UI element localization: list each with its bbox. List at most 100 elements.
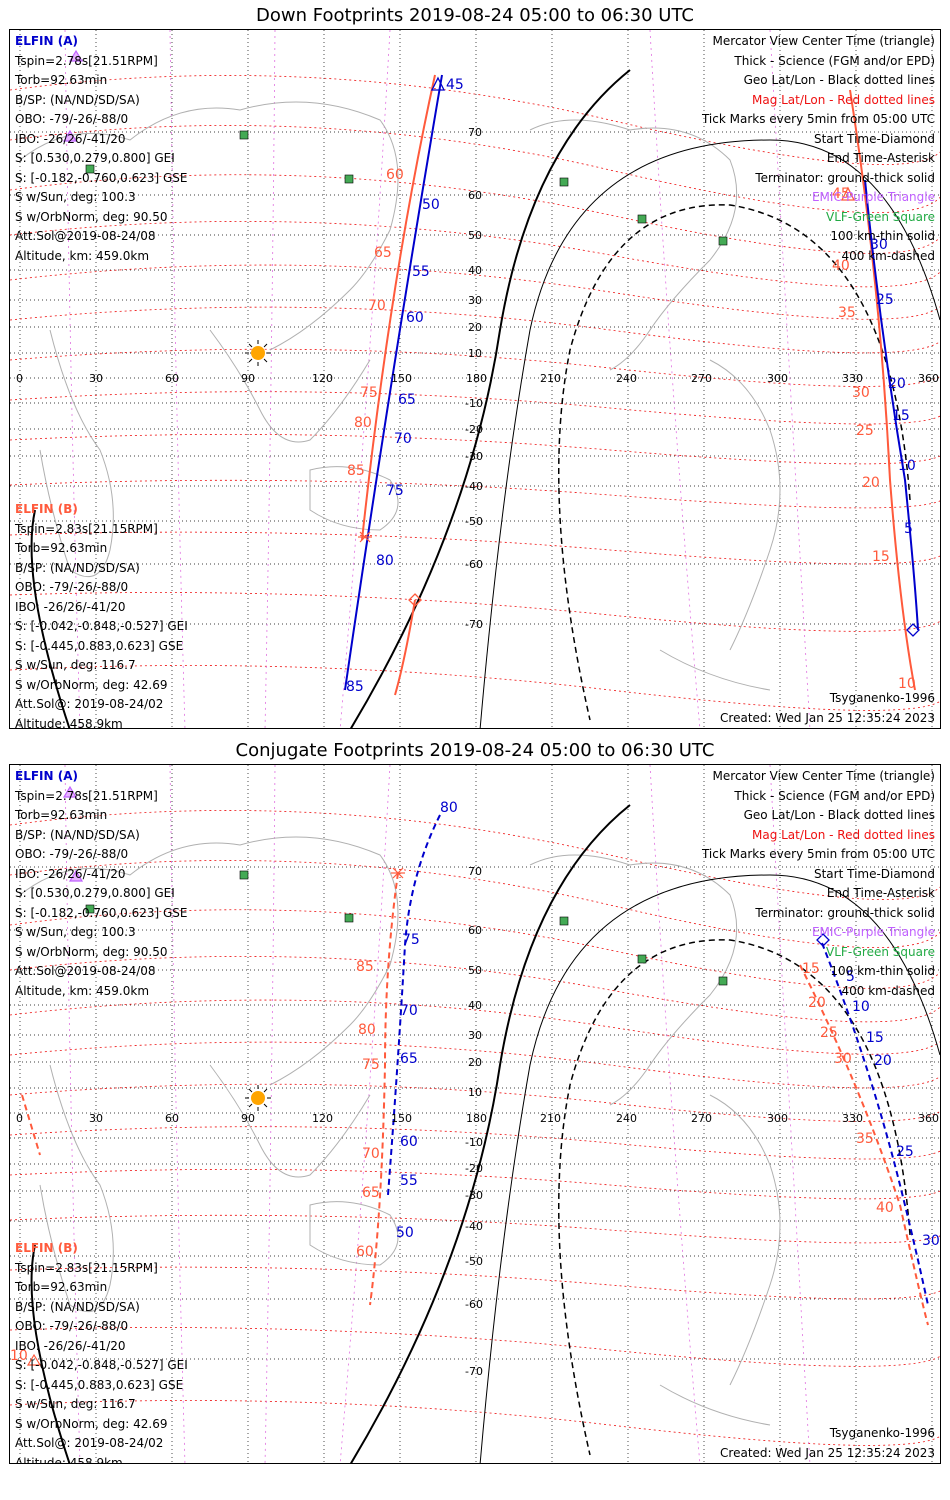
tick-label: 35	[838, 305, 856, 321]
info-line: Torb=92.63min	[15, 808, 108, 822]
tick-label: 5	[904, 521, 913, 537]
info-line: Torb=92.63min	[15, 73, 108, 87]
tick-label: 10	[898, 676, 916, 692]
legend-line: VLF-Green Square	[826, 944, 935, 959]
tick-label: 55	[412, 264, 430, 280]
elfin-b-info: ELFIN (B) Tspin=2.83s[21.15RPM] Torb=92.…	[15, 1239, 188, 1463]
lon-label: 330	[842, 1112, 863, 1125]
lat-label: -50	[465, 515, 483, 528]
tick-label: 5	[846, 969, 855, 985]
info-line: IBO: -26/26/-41/20	[15, 866, 126, 881]
elfin-a-label: ELFIN (A)	[15, 769, 78, 783]
lon-label: 330	[842, 372, 863, 385]
info-line: Altitude, km: 459.0km	[15, 983, 150, 998]
info-line: S w/Sun, deg: 116.7	[15, 658, 136, 672]
tick-label: 85	[356, 959, 374, 975]
tick-label: 75	[402, 932, 420, 948]
lat-label: 10	[468, 1086, 482, 1099]
lon-label: 120	[312, 372, 333, 385]
lat-label: -60	[465, 558, 483, 571]
lon-label: 300	[767, 1112, 788, 1125]
elfin-a-track	[344, 74, 919, 691]
lat-label: -20	[465, 1162, 483, 1175]
vlf-stations	[85, 130, 728, 246]
info-line: Tspin=2.83s[21.15RPM]	[15, 521, 158, 536]
tick-label: 20	[808, 995, 826, 1011]
tick-label: 45	[832, 186, 850, 202]
legend-line: EMIC-Purple Triangle	[811, 925, 935, 939]
lat-label: -10	[465, 397, 483, 410]
info-line: B/SP: (NA/ND/SD/SA)	[15, 560, 140, 575]
lat-label: 20	[468, 1056, 482, 1069]
lat-label: -10	[465, 1136, 483, 1149]
map-panel-down[interactable]: 0 30 60 90 120 150 180 210 240 270 300 3…	[9, 29, 941, 729]
lat-label: 70	[468, 126, 482, 139]
info-line: S w/OrbNorm, deg: 90.50	[15, 209, 168, 224]
info-line: S: [-0.445,0.883,0.623] GSE	[15, 1377, 184, 1392]
lat-label: 10	[468, 347, 482, 360]
lat-label: 50	[468, 964, 482, 977]
elfin-a-label: ELFIN (A)	[15, 34, 78, 48]
tick-label: 25	[896, 1144, 914, 1160]
legend-line: Geo Lat/Lon - Black dotted lines	[743, 808, 935, 822]
tick-label: 80	[358, 1022, 376, 1038]
legend-line: Terminator: ground-thick solid	[755, 905, 935, 920]
map-panel-conjugate[interactable]: 0 30 60 90 120 150 180 210 240 270 300 3…	[9, 764, 941, 1464]
info-line: OBO: -79/-26/-88/0	[15, 847, 129, 861]
lat-label: 20	[468, 321, 482, 334]
elfin-a-tick-labels: 80 75 70 65 60 55 50 5 10 15 20 25 30	[396, 800, 940, 1249]
info-line: Torb=92.63min	[15, 1280, 108, 1294]
tick-label: 75	[386, 483, 404, 499]
lon-label: 0	[16, 372, 23, 385]
lon-label: 90	[241, 1112, 255, 1125]
legend-line: Mag Lat/Lon - Red dotted lines	[751, 827, 935, 842]
legend-line: Mercator View Center Time (triangle)	[712, 34, 935, 48]
elfin-a-info: ELFIN (A) Tspin=2.78s[21.51RPM] Torb=92.…	[15, 32, 188, 266]
lon-label: 240	[616, 1112, 637, 1125]
elfin-a-tick-labels: 45 50 55 60 65 70 75 80 85 30 25 20 15 1…	[346, 77, 916, 695]
tick-label: 40	[876, 1200, 894, 1216]
tick-label: 65	[362, 1185, 380, 1201]
legend-line: EMIC-Purple Triangle	[811, 190, 935, 204]
mag-grid	[10, 810, 940, 1446]
legend-line: End Time-Asterisk	[826, 151, 935, 165]
lat-label: -60	[465, 1298, 483, 1311]
lon-label: 90	[241, 372, 255, 385]
panel-title-down: Down Footprints 2019-08-24 05:00 to 06:3…	[256, 5, 694, 26]
info-line: S w/Sun, deg: 100.3	[15, 190, 136, 204]
lon-label: 30	[89, 372, 103, 385]
info-line: Tspin=2.83s[21.15RPM]	[15, 1260, 158, 1275]
lat-label: -70	[465, 1365, 483, 1378]
info-line: S: [0.530,0.279,0.800] GEI	[15, 151, 175, 165]
info-line: S w/Sun, deg: 116.7	[15, 1397, 136, 1411]
tick-label: 30	[870, 237, 888, 253]
lat-label: -20	[465, 423, 483, 436]
info-line: Att.Sol@2019-08-24/08	[15, 229, 156, 243]
lat-label: 60	[468, 924, 482, 937]
legend-line: 100 km-thin solid	[830, 229, 935, 243]
tick-label: 45	[446, 77, 464, 93]
track-markers	[62, 49, 920, 637]
lon-label: 210	[540, 372, 561, 385]
info-line: S: [-0.182,-0.760,0.623] GSE	[15, 905, 188, 920]
terminator	[30, 804, 940, 1463]
tick-label: 65	[398, 392, 416, 408]
sun-icon	[245, 1085, 271, 1111]
lon-axis-labels: 0 30 60 90 120 150 180 210 240 270 300 3…	[16, 372, 939, 385]
map-footer: Tsyganenko-1996 Created: Wed Jan 25 12:3…	[720, 689, 935, 728]
info-line: S w/OrbNorm, deg: 90.50	[15, 944, 168, 959]
tick-label: 15	[892, 408, 910, 424]
tick-label: 50	[422, 197, 440, 213]
elfin-b-label: ELFIN (B)	[15, 1241, 78, 1255]
elfin-b-info: ELFIN (B) Tspin=2.83s[21.15RPM] Torb=92.…	[15, 500, 188, 728]
lat-label: 70	[468, 865, 482, 878]
info-line: S: [-0.182,-0.760,0.623] GSE	[15, 170, 188, 185]
lat-label: -40	[465, 1220, 483, 1233]
info-line: S: [-0.042,-0.848,-0.527] GEI	[15, 1358, 188, 1372]
lat-label: 30	[468, 294, 482, 307]
tick-label: 60	[356, 1244, 374, 1260]
elfin-b-tick-labels: 85 80 75 70 65 60 15 20 25 30 35 40 10	[10, 959, 894, 1364]
lon-label: 210	[540, 1112, 561, 1125]
elfin-b-track	[361, 74, 916, 696]
lon-axis-labels: 0 30 60 90 120 150 180 210 240 270 300 3…	[16, 1112, 939, 1125]
